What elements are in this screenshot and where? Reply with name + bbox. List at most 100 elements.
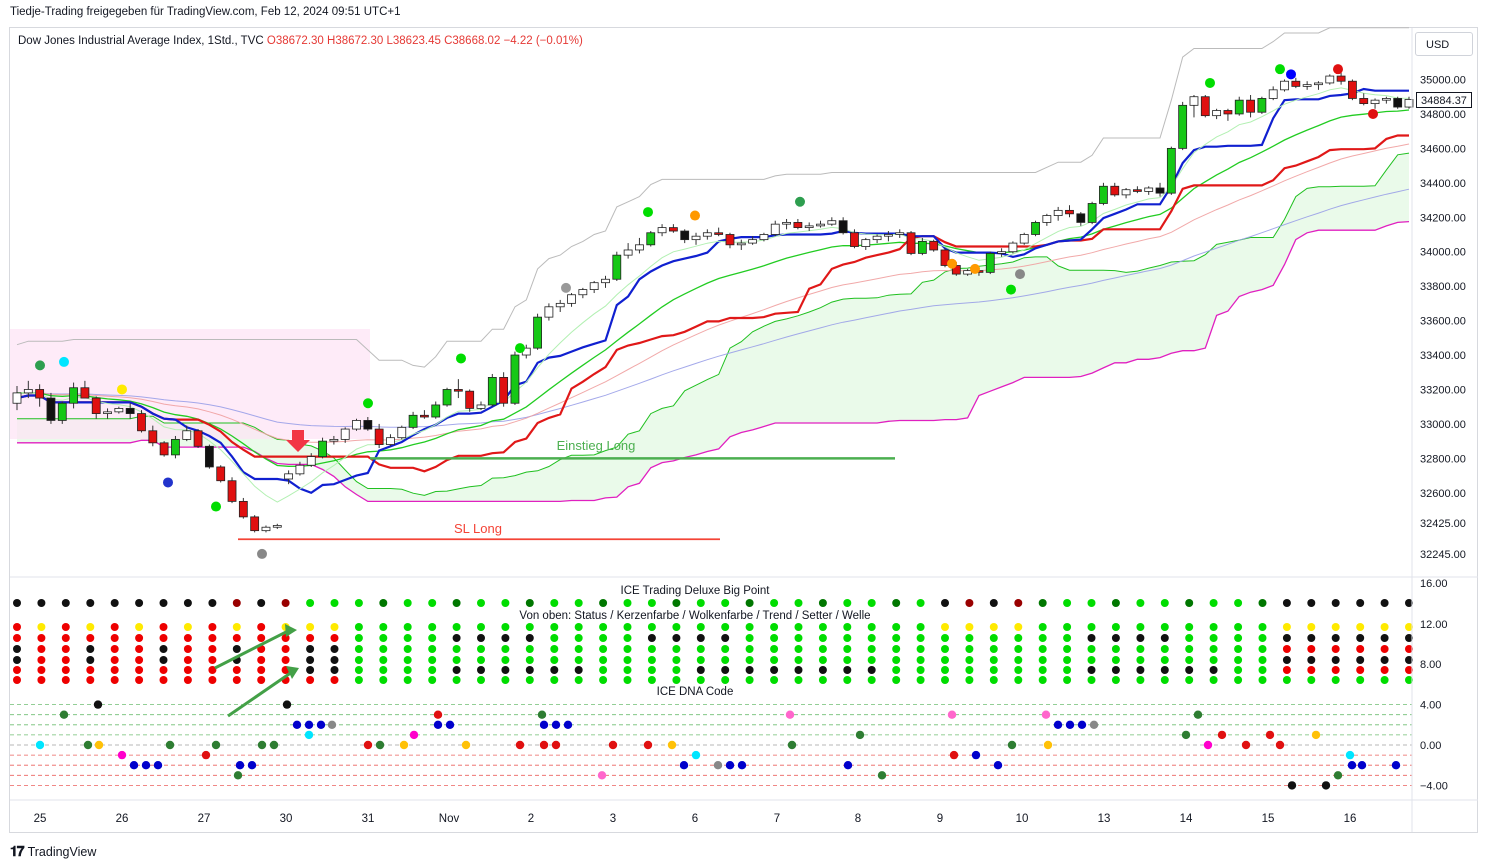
dna-dot (211, 740, 221, 750)
dna-dot (117, 750, 127, 760)
bigpoint-dot (1356, 645, 1365, 653)
ema-short-line (16, 87, 1410, 503)
dna-dot (93, 700, 103, 709)
candle (1280, 79, 1289, 92)
bigpoint-dot (550, 676, 559, 684)
bigpoint-dot (892, 656, 901, 664)
bigpoint-dot (1209, 656, 1218, 664)
candle-body (1359, 98, 1369, 105)
bigpoint-dot (1234, 599, 1243, 607)
bigpoint-dot (1234, 645, 1243, 653)
bigpoint-dot (330, 676, 339, 684)
candle (306, 453, 316, 467)
candle (861, 237, 871, 250)
signal-dot (1333, 64, 1343, 75)
bigpoint-dot (1331, 645, 1340, 653)
bigpoint-dot (745, 634, 754, 642)
signal-dot (1015, 269, 1025, 280)
candle (725, 232, 735, 249)
bigpoint-dot (989, 634, 998, 642)
bigpoint-dot (989, 676, 998, 684)
time-tick-label: 15 (1262, 813, 1275, 825)
bigpoint-dot (745, 599, 754, 607)
dna-dot (1275, 740, 1285, 750)
bigpoint-dot (1307, 676, 1316, 684)
candle (148, 425, 158, 447)
candle-body (1042, 215, 1052, 223)
candle (770, 220, 780, 237)
bigpoint-dot (159, 599, 168, 607)
bigpoint-dot (61, 599, 70, 607)
bigpoint-dot (1380, 634, 1389, 642)
bigpoint-dot (37, 634, 46, 642)
bigpoint-dot (86, 666, 95, 674)
signal-dot (1205, 77, 1215, 88)
signal-dot (515, 343, 525, 354)
candle (1268, 86, 1278, 101)
bigpoint-dot (1282, 656, 1291, 664)
candle-body (148, 430, 158, 444)
bigpoint-dot (232, 676, 241, 684)
candle (533, 313, 542, 350)
bigpoint-dot (452, 645, 461, 653)
bigpoint-dot (330, 656, 339, 664)
time-tick-label: 25 (34, 813, 47, 825)
bigpoint-dot (306, 666, 315, 674)
bigpoint-dot (1087, 666, 1096, 674)
price-tick-label: 34600.00 (1420, 143, 1466, 155)
candle-body (589, 282, 599, 290)
currency-button[interactable]: USD (1415, 32, 1473, 56)
brand[interactable]: 𝟏𝟕 TradingView (10, 843, 96, 860)
candle-body (1099, 185, 1108, 204)
candle-body (1336, 75, 1346, 82)
dna-dot (153, 761, 163, 770)
candle (793, 218, 803, 230)
bigpoint-dot (1160, 656, 1169, 664)
dna-dot (1007, 740, 1017, 750)
bigpoint-dot (232, 666, 241, 674)
bigpoint-dot (794, 634, 803, 642)
bigpoint-dot (989, 599, 998, 607)
bigpoint-dot (330, 634, 339, 642)
bigpoint-dot (501, 634, 510, 642)
dna-dot (1089, 720, 1099, 729)
signal-dot (970, 263, 980, 274)
bigpoint-dot (1331, 623, 1340, 631)
candle-body (567, 294, 576, 304)
candle (193, 429, 203, 449)
bigpoint-dot (306, 599, 315, 607)
bigpoint-dot (159, 623, 168, 631)
bigpoint-dot (794, 599, 803, 607)
last-price-label: 34884.37 (1416, 92, 1472, 108)
bigpoint-dot (1234, 676, 1243, 684)
dna-dot (1287, 781, 1297, 790)
candle-body (612, 254, 622, 280)
bigpoint-dot (183, 623, 192, 631)
signal-dot (947, 258, 957, 269)
candle (782, 218, 791, 230)
bigpoint-dot (110, 599, 119, 607)
candle-body (906, 232, 916, 254)
candle-body (46, 397, 56, 421)
bigpoint-dot (696, 599, 705, 607)
price-tick-label: 34000.00 (1420, 247, 1466, 259)
bigpoint-dot (1038, 599, 1047, 607)
candle-body (997, 251, 1006, 254)
bigpoint-dot (501, 623, 510, 631)
signal-dot (211, 501, 221, 512)
bigpoint-dot (721, 645, 730, 653)
price-tick-label: 35000.00 (1420, 75, 1466, 87)
candle (680, 229, 690, 244)
candle (57, 401, 67, 424)
dna-dot (1265, 730, 1275, 740)
bigpoint-dot (1405, 676, 1413, 684)
legend-change: −4.22 (−0.01%) (503, 35, 583, 47)
bigpoint-dot (721, 623, 730, 631)
bigpoint-dot (1136, 645, 1145, 653)
candle (635, 237, 644, 254)
bigpoint-dot (941, 656, 949, 664)
bigpoint-dot (428, 599, 437, 607)
candle (476, 401, 486, 411)
bigpoint-dot (916, 599, 925, 607)
